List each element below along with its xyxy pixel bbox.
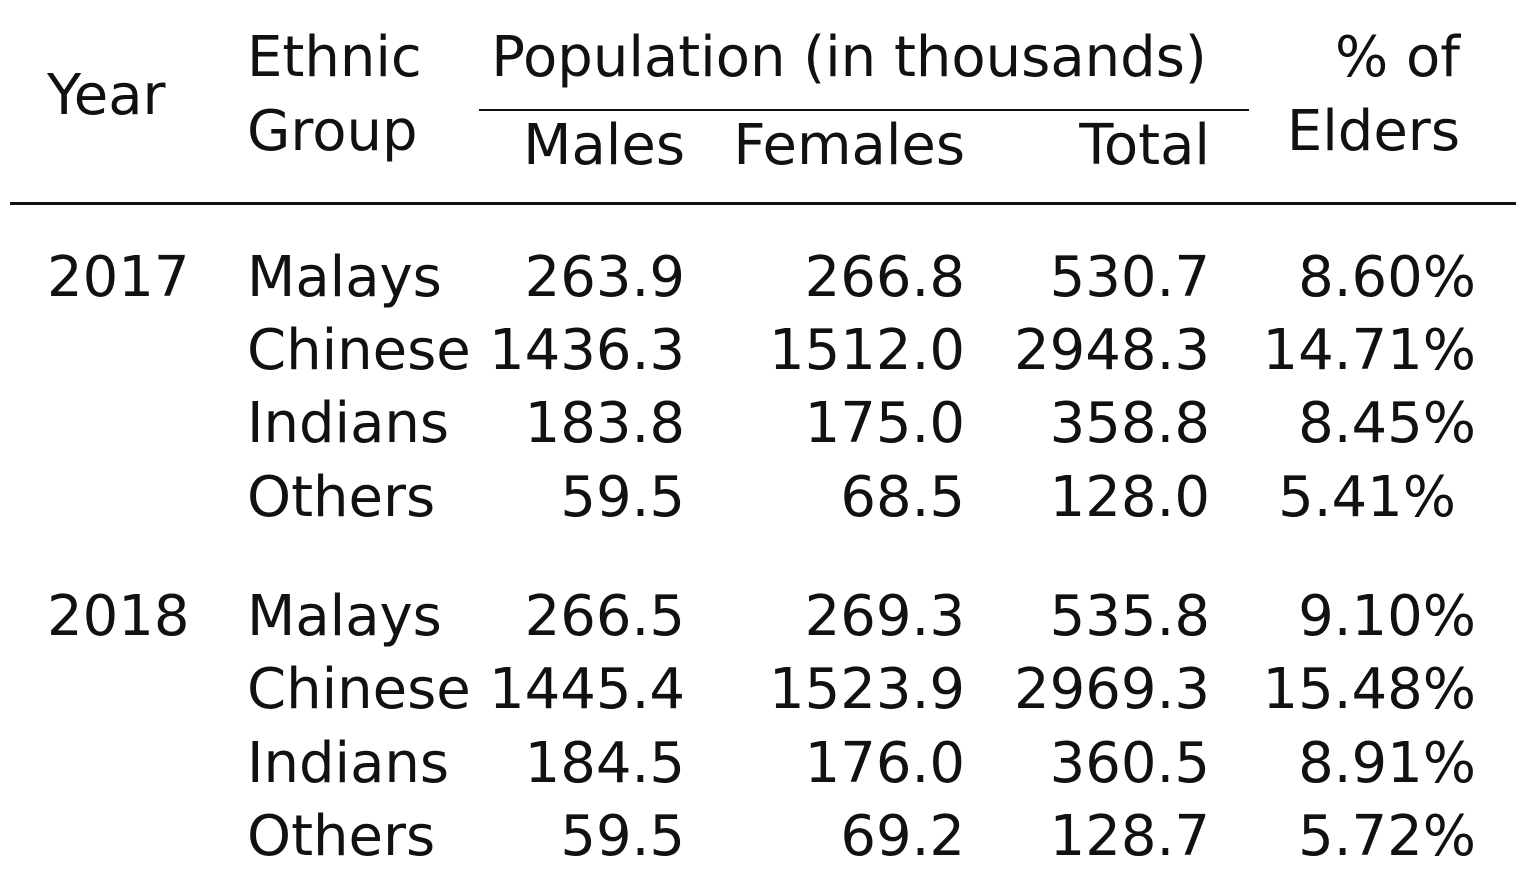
elders-cell: 15.48%: [1262, 657, 1476, 722]
males-cell: 1445.4: [489, 657, 685, 722]
males-cell: 183.8: [524, 391, 685, 456]
ethnic-group-cell: Indians: [247, 731, 450, 796]
total-cell: 360.5: [1049, 731, 1210, 796]
males-cell: 1436.3: [489, 318, 685, 383]
males-cell: 59.5: [560, 804, 685, 869]
header-total: Total: [1079, 113, 1210, 178]
ethnic-group-cell: Malays: [247, 584, 442, 649]
females-cell: 1523.9: [769, 657, 965, 722]
year-label: 2017: [47, 245, 190, 310]
ethnic-group-cell: Chinese: [247, 657, 471, 722]
females-cell: 68.5: [840, 465, 965, 530]
females-cell: 175.0: [804, 391, 965, 456]
males-cell: 266.5: [524, 584, 685, 649]
females-cell: 269.3: [804, 584, 965, 649]
header-ethnic-line2: Group: [247, 99, 418, 164]
elders-cell: 5.72%: [1298, 804, 1476, 869]
total-cell: 2969.3: [1014, 657, 1210, 722]
total-cell: 358.8: [1049, 391, 1210, 456]
females-cell: 266.8: [804, 245, 965, 310]
ethnic-group-cell: Others: [247, 804, 436, 869]
total-cell: 530.7: [1049, 245, 1210, 310]
elders-cell: 8.45%: [1298, 391, 1476, 456]
females-cell: 176.0: [804, 731, 965, 796]
elders-cell: 8.60%: [1298, 245, 1476, 310]
females-cell: 1512.0: [769, 318, 965, 383]
males-cell: 263.9: [524, 245, 685, 310]
header-males: Males: [523, 113, 685, 178]
header-elders-line2: Elders: [1286, 99, 1460, 164]
elders-cell: 5.41%: [1278, 465, 1456, 530]
header-rule: [10, 202, 1516, 205]
header-population: Population (in thousands): [491, 25, 1207, 90]
total-cell: 128.7: [1049, 804, 1210, 869]
total-cell: 128.0: [1049, 465, 1210, 530]
header-year: Year: [47, 63, 166, 128]
ethnic-group-cell: Others: [247, 465, 436, 530]
males-cell: 184.5: [524, 731, 685, 796]
elders-cell: 8.91%: [1298, 731, 1476, 796]
population-underline: [479, 109, 1249, 111]
ethnic-group-cell: Indians: [247, 391, 450, 456]
elders-cell: 9.10%: [1298, 584, 1476, 649]
header-females: Females: [733, 113, 965, 178]
total-cell: 2948.3: [1014, 318, 1210, 383]
header-elders-line1: % of: [1335, 25, 1460, 90]
header-ethnic-line1: Ethnic: [247, 25, 422, 90]
females-cell: 69.2: [840, 804, 965, 869]
ethnic-group-cell: Chinese: [247, 318, 471, 383]
total-cell: 535.8: [1049, 584, 1210, 649]
males-cell: 59.5: [560, 465, 685, 530]
elders-cell: 14.71%: [1262, 318, 1476, 383]
year-label: 2018: [47, 584, 190, 649]
ethnic-group-cell: Malays: [247, 245, 442, 310]
